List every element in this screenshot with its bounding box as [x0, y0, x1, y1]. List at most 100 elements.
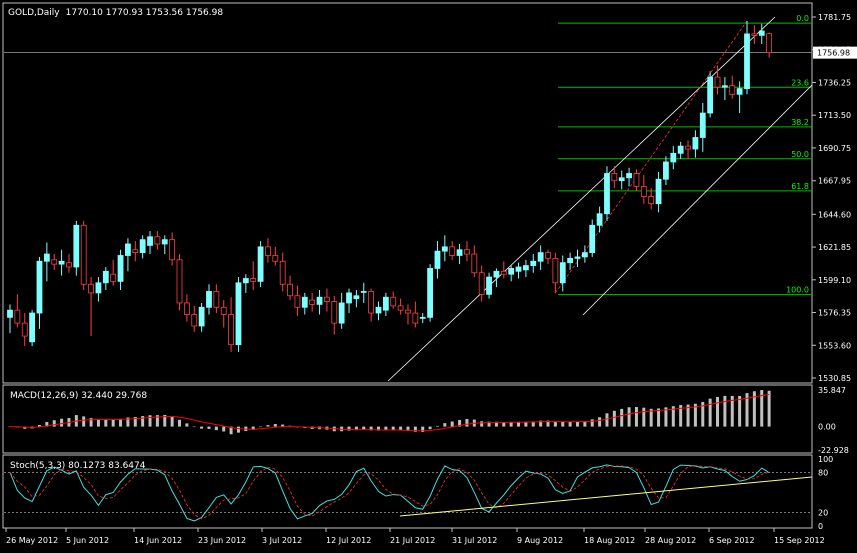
macd-bar — [155, 415, 159, 427]
candle-body — [640, 186, 647, 197]
price-tick-label: 1736.25 — [818, 78, 851, 87]
macd-bar — [642, 407, 646, 427]
macd-bar — [546, 420, 550, 427]
candle-body — [574, 256, 581, 259]
candle-body — [397, 305, 404, 311]
fib-level-label: 50.0 — [791, 150, 809, 159]
macd-bar — [502, 422, 506, 427]
candle-body — [21, 322, 28, 337]
macd-bar — [126, 417, 130, 427]
macd-bar — [37, 425, 41, 427]
macd-bar — [251, 426, 255, 430]
candle-body — [220, 306, 227, 315]
candle-body — [183, 302, 190, 315]
macd-bar — [141, 416, 145, 427]
candle-body — [626, 173, 632, 179]
channel-lower-line — [582, 84, 813, 316]
candle-body — [198, 306, 205, 327]
candle-body — [102, 270, 109, 284]
macd-bar — [384, 426, 388, 431]
candle-body — [301, 296, 308, 308]
stoch-tick-label: 0 — [818, 522, 823, 531]
candle-body — [316, 296, 323, 305]
candle-body — [176, 259, 183, 304]
candle-body — [596, 213, 603, 226]
macd-bar — [192, 426, 196, 428]
candle-body — [405, 309, 411, 314]
macd-bar — [111, 419, 115, 427]
price-tick-label: 1690.75 — [818, 144, 851, 153]
candle-body — [43, 253, 50, 262]
x-tick-label: 15 Sep 2012 — [774, 536, 825, 545]
stoch-tick-label: 20 — [818, 509, 828, 518]
macd-bar — [561, 421, 565, 427]
macd-bar — [200, 426, 204, 429]
price-plot: 0.0 23.6 38.2 50.0 61.8 100.0 — [4, 14, 813, 382]
x-tick-label: 28 Aug 2012 — [645, 536, 696, 545]
candle-body — [353, 295, 360, 300]
candle-body — [132, 249, 139, 254]
candle-body — [338, 302, 345, 324]
price-tick-label: 1667.95 — [818, 177, 851, 186]
candle-body — [51, 259, 58, 265]
candle-body — [441, 246, 448, 252]
stoch-panel-frame — [2, 454, 813, 529]
candle-body — [493, 270, 500, 278]
macd-bar — [730, 395, 734, 427]
candle-body — [721, 85, 728, 88]
macd-bar — [738, 395, 742, 427]
candle-body — [7, 309, 13, 318]
candle-body — [758, 30, 765, 36]
macd-bar — [60, 418, 64, 427]
macd-bar — [752, 391, 756, 427]
macd-bar — [178, 419, 182, 427]
macd-bar — [377, 426, 380, 431]
candle-body — [663, 161, 669, 180]
x-tick-label: 9 Aug 2012 — [517, 536, 563, 545]
macd-bar — [568, 421, 572, 427]
candle-body — [714, 76, 721, 88]
candle-body — [581, 252, 588, 258]
candle-body — [449, 246, 456, 256]
macd-bar — [185, 423, 189, 427]
macd-tick-label: -22.928 — [818, 446, 849, 455]
x-tick-label: 18 Aug 2012 — [584, 536, 635, 545]
macd-bar — [133, 417, 137, 427]
candle-body — [537, 252, 544, 262]
zigzag-line — [555, 20, 748, 294]
candle-body — [58, 260, 65, 265]
macd-bar — [701, 401, 705, 427]
candle-body — [545, 252, 551, 259]
macd-bar — [119, 418, 123, 427]
candle-body — [456, 249, 463, 256]
candle-body — [29, 312, 36, 343]
x-tick-label: 12 Jul 2012 — [326, 536, 371, 545]
x-tick-label: 23 Jun 2012 — [198, 536, 246, 545]
candle-body — [736, 88, 743, 95]
macd-bar — [620, 408, 624, 427]
macd-bar — [598, 417, 602, 427]
candle-body — [154, 236, 161, 245]
macd-bar — [517, 421, 521, 427]
candle-body — [117, 255, 124, 282]
candle-body — [633, 173, 640, 187]
macd-bar — [163, 414, 167, 427]
price-tick-label: 1530.85 — [818, 374, 851, 383]
macd-bar — [686, 404, 690, 427]
candle-body — [250, 278, 257, 282]
macd-bar — [679, 405, 683, 427]
candle-body — [699, 112, 706, 138]
macd-bar — [450, 421, 454, 427]
macd-bar — [82, 416, 86, 427]
candle-body — [95, 282, 102, 294]
candle-body — [478, 272, 485, 295]
candle-body — [670, 152, 677, 163]
macd-bar — [509, 421, 513, 427]
candle-body — [206, 291, 212, 308]
macd-bar — [693, 403, 697, 427]
macd-bar — [413, 426, 417, 432]
candle-body — [213, 291, 220, 308]
stoch-tick-label: 80 — [818, 468, 828, 477]
